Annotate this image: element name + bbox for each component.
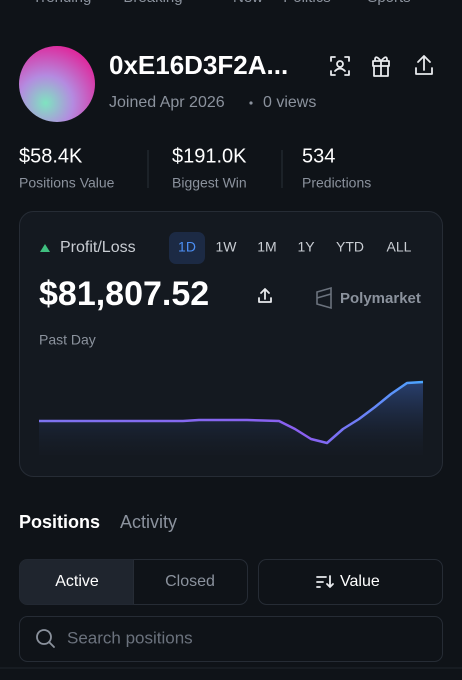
scan-icon[interactable] (330, 56, 350, 76)
top-nav: Trending Breaking New Politics Sports (33, 0, 411, 6)
nav-item[interactable]: Sports (367, 0, 410, 6)
profile-name: 0xE16D3F2A... (109, 50, 288, 80)
pnl-amount: $81,807.52 (39, 275, 209, 313)
stat-label: Predictions (302, 175, 371, 191)
stat-value: $58.4K (19, 145, 83, 167)
search-placeholder[interactable]: Search positions (67, 628, 193, 647)
filters: Active Closed (55, 573, 215, 590)
brand: Polymarket (340, 290, 421, 307)
stats: $58.4K Positions Value $191.0K Biggest Win 5… (19, 145, 371, 190)
sort-icon (316, 575, 334, 588)
range-selected-bg (169, 232, 205, 264)
pnl-area (39, 382, 423, 455)
range-tabs: 1D 1W 1M 1Y YTD ALL (169, 232, 412, 264)
stat-label: Positions Value (19, 175, 115, 191)
section-tab[interactable]: Activity (120, 512, 177, 532)
sort-button[interactable] (258, 559, 443, 605)
filter-tab[interactable]: Closed (165, 573, 215, 590)
range-tab[interactable]: 1Y (297, 239, 315, 255)
active-bg (19, 559, 134, 605)
period-label: Past Day (39, 332, 96, 348)
nav-item[interactable]: Politics (283, 0, 331, 6)
range-tab[interactable]: 1M (257, 239, 276, 255)
stat-value: $191.0K (172, 145, 247, 167)
range-tab[interactable]: ALL (387, 239, 412, 255)
stat-label: Biggest Win (172, 175, 247, 191)
share-icon[interactable] (258, 288, 272, 303)
section-tabs: Positions Activity (19, 512, 177, 532)
avatar (19, 46, 95, 122)
search-box[interactable] (19, 616, 443, 662)
pnl-label: Profit/Loss (60, 239, 136, 256)
up-arrow (40, 244, 50, 252)
share-icon[interactable] (415, 55, 433, 75)
range-tab[interactable]: 1W (216, 239, 238, 255)
range-tab[interactable]: YTD (336, 239, 364, 255)
joined-date: Joined Apr 2026 (109, 94, 225, 111)
pnl-line (39, 380, 424, 445)
section-tab[interactable]: Positions (19, 512, 100, 532)
filter-tab[interactable]: Active (55, 573, 99, 590)
pnl-card (19, 211, 443, 477)
views: 0 views (263, 94, 316, 111)
stat-value: 534 (302, 145, 335, 167)
nav-item[interactable]: Trending (33, 0, 92, 6)
range-tab[interactable]: 1D (178, 239, 196, 255)
nav-item[interactable]: New (233, 0, 263, 6)
separator-dot (249, 101, 253, 105)
pnl-chart (39, 380, 424, 455)
nav-item[interactable]: Breaking (123, 0, 182, 6)
sort-label[interactable]: Value (340, 573, 380, 590)
polymarket-logo (316, 286, 332, 310)
gift-icon[interactable] (372, 56, 390, 77)
search-icon (36, 629, 55, 648)
